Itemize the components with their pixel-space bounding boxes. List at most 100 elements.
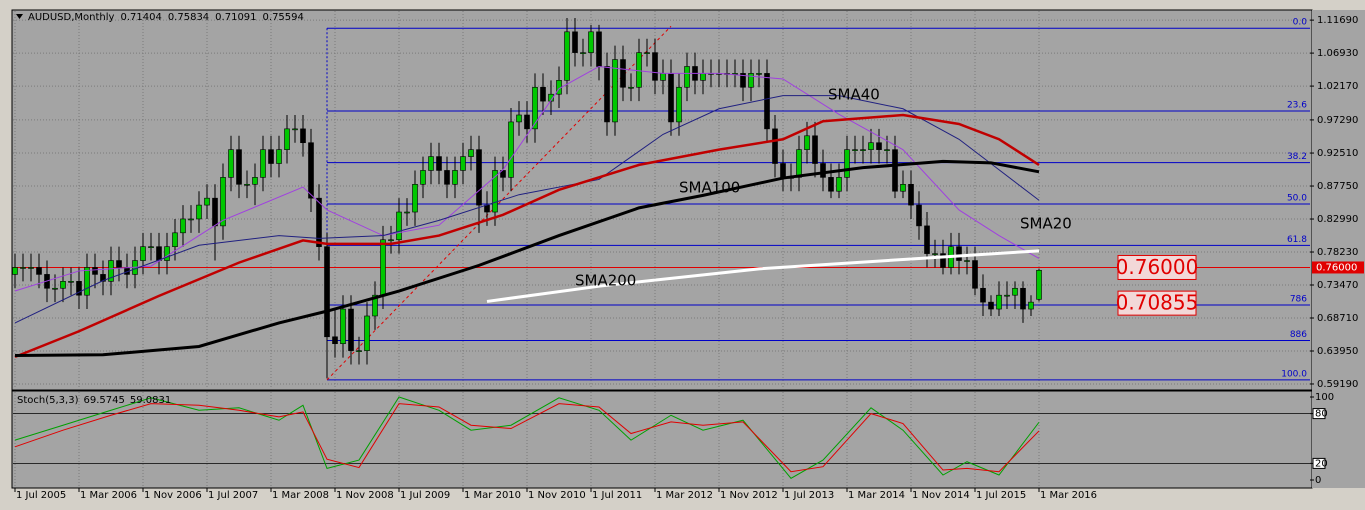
candle-body xyxy=(988,301,994,310)
candle-body xyxy=(108,260,114,282)
moving-average xyxy=(486,249,1040,303)
y-tick-label: 0.78230 xyxy=(1317,247,1358,258)
candle-body xyxy=(404,211,410,214)
y-tick-label: 1.11690 xyxy=(1317,15,1358,26)
candle-body xyxy=(156,246,162,261)
candle-body xyxy=(444,170,450,185)
candle-body xyxy=(260,149,266,178)
y-tick-label: 0.63950 xyxy=(1317,346,1358,357)
candle-body xyxy=(436,156,442,171)
y-tick-label: 0.82990 xyxy=(1317,214,1358,225)
y-tick-label: 0.73470 xyxy=(1317,280,1358,291)
candle-body xyxy=(820,163,826,178)
stoch-title: Stoch(5,3,3) xyxy=(17,395,79,406)
candle-body xyxy=(276,149,282,164)
candle-body xyxy=(12,267,18,275)
candle-body xyxy=(60,281,66,289)
price-tag xyxy=(1312,261,1364,274)
candle-body xyxy=(316,197,322,247)
candle-body xyxy=(100,274,106,282)
candle-body xyxy=(860,149,866,151)
candle-body xyxy=(332,336,338,345)
candle-body xyxy=(84,267,90,296)
header-value: 0.75594 xyxy=(263,12,304,23)
header-value: 0.71091 xyxy=(215,12,256,23)
candle-body xyxy=(356,350,362,352)
stoch-header: Stoch(5,3,3) 69.5745 59.0831 xyxy=(17,395,171,406)
candle-body xyxy=(532,86,538,130)
candle-body xyxy=(836,177,842,192)
candle-body xyxy=(564,31,570,81)
y-tick-label: 0.87750 xyxy=(1317,181,1358,192)
stoch-panel xyxy=(11,390,1313,489)
price-tag-label: 0.76000 xyxy=(1316,262,1357,273)
trendline xyxy=(326,25,672,381)
fib-label: 50.0 xyxy=(1287,193,1307,203)
candle-body xyxy=(428,156,434,171)
candle-body xyxy=(516,114,522,123)
candle-body xyxy=(980,287,986,303)
x-tick-label: 1 Jul 2005 xyxy=(16,490,66,501)
x-tick-label: 1 Mar 2014 xyxy=(848,490,905,501)
candle-body xyxy=(772,128,778,164)
candle-body xyxy=(300,128,306,144)
y-tick-label: 1.02170 xyxy=(1317,81,1358,92)
y-tick-label: 0 xyxy=(1315,475,1321,486)
candle-body xyxy=(780,163,786,178)
candle-body xyxy=(964,260,970,262)
candle-body xyxy=(292,128,298,131)
candle-body xyxy=(500,170,506,178)
candle-body xyxy=(388,239,394,242)
stoch-value: 69.5745 xyxy=(83,395,124,406)
candle-body xyxy=(188,218,194,221)
y-tick-label: 20 xyxy=(1315,458,1328,469)
chart-header: AUDUSD,Monthly 0.71404 0.75834 0.71091 0.755… xyxy=(28,12,304,23)
candle-body xyxy=(196,204,202,220)
x-tick-label: 1 Mar 2012 xyxy=(656,490,713,501)
candle-body xyxy=(236,149,242,185)
x-tick-label: 1 Nov 2010 xyxy=(528,490,586,501)
candle-body xyxy=(76,281,82,296)
y-tick-label: 0.68710 xyxy=(1317,313,1358,324)
candle-body xyxy=(212,197,218,227)
candle-body xyxy=(588,31,594,53)
y-tick-label: 0.59190 xyxy=(1317,379,1358,390)
candle-body xyxy=(1028,301,1034,310)
candle-body xyxy=(652,52,658,81)
candle-body xyxy=(412,184,418,213)
x-tick-label: 1 Jul 2007 xyxy=(208,490,258,501)
candle-body xyxy=(756,73,762,75)
menu-icon[interactable] xyxy=(16,14,23,19)
candle-body xyxy=(1036,269,1042,300)
y-tick-label: 1.06930 xyxy=(1317,48,1358,59)
candle-body xyxy=(180,218,186,234)
moving-average xyxy=(14,113,1040,359)
y-tick-label: 0.97290 xyxy=(1317,115,1358,126)
candle-body xyxy=(468,149,474,157)
candle-body xyxy=(220,177,226,227)
x-tick-label: 1 Nov 2014 xyxy=(912,490,970,501)
candle-body xyxy=(36,267,42,275)
y-tick-label: 80 xyxy=(1315,409,1328,420)
candle-body xyxy=(284,128,290,150)
candle-body xyxy=(540,86,546,102)
candle-body xyxy=(484,204,490,213)
candle-body xyxy=(956,246,962,261)
header-value: 0.71404 xyxy=(120,12,161,23)
candle-body xyxy=(596,31,602,67)
candle-body xyxy=(164,246,170,261)
candle-body xyxy=(684,66,690,88)
moving-average xyxy=(14,65,1040,292)
candle-body xyxy=(420,170,426,185)
candle-body xyxy=(28,267,34,269)
candle-body xyxy=(900,184,906,192)
candle-body xyxy=(228,149,234,178)
candle-body xyxy=(1012,287,1018,296)
candle-body xyxy=(876,142,882,150)
candle-body xyxy=(660,73,666,81)
candle-body xyxy=(884,149,890,151)
candle-body xyxy=(148,246,154,248)
candle-body xyxy=(924,225,930,254)
x-tick-label: 1 Jul 2009 xyxy=(400,490,450,501)
